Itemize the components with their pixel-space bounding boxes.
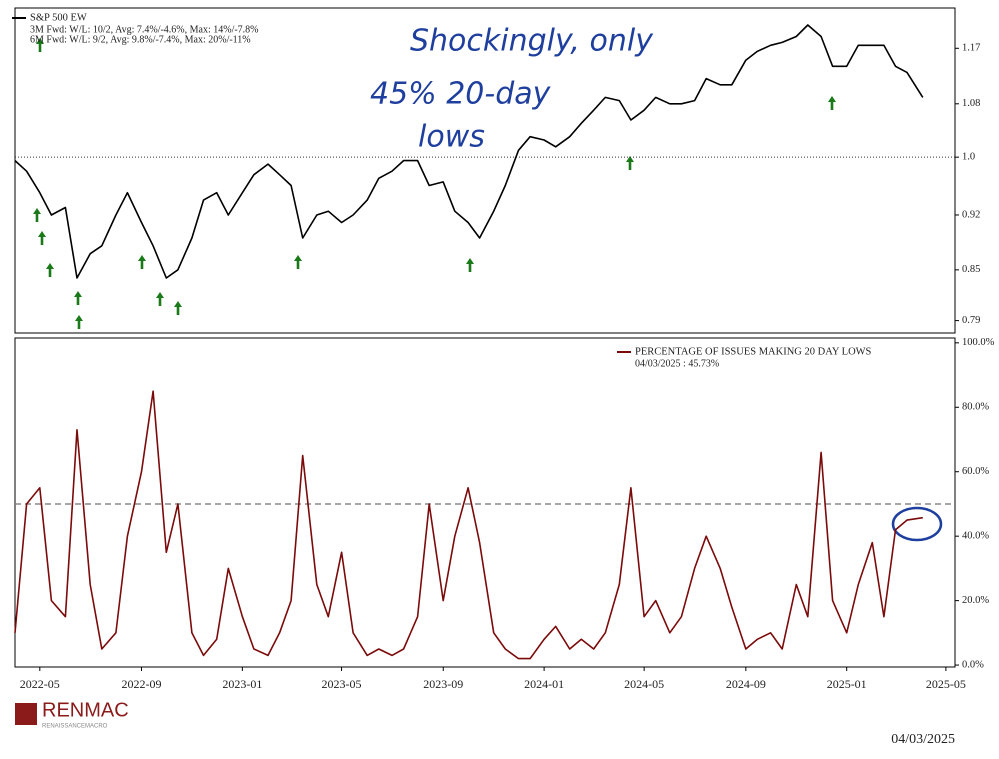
- y-tick-label: 20.0%: [962, 595, 989, 606]
- x-tick-label: 2023-09: [423, 677, 463, 691]
- bottom-frame: [14, 337, 956, 668]
- x-tick-label: 2025-05: [926, 677, 966, 691]
- y-tick-label: 0.0%: [962, 659, 984, 670]
- x-tick-label: 2025-01: [827, 677, 867, 691]
- legend-title: S&P 500 EW: [30, 12, 87, 23]
- x-tick-label: 2023-05: [322, 677, 362, 691]
- y-tick-label: 0.85: [962, 264, 980, 275]
- legend-title: PERCENTAGE OF ISSUES MAKING 20 DAY LOWS: [635, 346, 872, 357]
- top-frame: [14, 7, 956, 334]
- y-tick-label: 80.0%: [962, 402, 989, 413]
- annotation: Shockingly, only: [410, 24, 654, 59]
- highlight-circle: [891, 506, 943, 542]
- brand-sub: RENAISSANCEMACRO: [42, 724, 108, 730]
- x-tick-label: 2024-09: [726, 677, 766, 691]
- series-line: [14, 24, 924, 279]
- x-tick-label: 2022-05: [20, 677, 60, 691]
- y-tick-label: 100.0%: [962, 337, 995, 348]
- annotation: 45% 20-day: [370, 77, 552, 112]
- x-tick-label: 2022-09: [121, 677, 161, 691]
- footer-date: 04/03/2025: [891, 732, 955, 747]
- y-tick-label: 1.17: [962, 43, 980, 54]
- annotation: lows: [418, 120, 485, 155]
- logo-mark: [15, 703, 37, 725]
- y-tick-label: 0.79: [962, 315, 980, 326]
- x-tick-label: 2024-01: [524, 677, 564, 691]
- y-tick-label: 40.0%: [962, 531, 989, 542]
- legend-note: 6M Fwd: W/L: 9/2, Avg: 9.8%/-7.4%, Max: …: [30, 34, 251, 45]
- y-tick-label: 60.0%: [962, 466, 989, 477]
- legend-note: 3M Fwd: W/L: 10/2, Avg: 7.4%/-4.6%, Max:…: [30, 24, 259, 35]
- y-tick-label: 1.0: [962, 152, 975, 163]
- brand: RENMAC: [42, 699, 129, 721]
- y-tick-label: 0.92: [962, 209, 980, 220]
- x-tick-label: 2024-05: [624, 677, 664, 691]
- x-tick-label: 2023-01: [222, 677, 262, 691]
- legend-note: 04/03/2025 : 45.73%: [635, 358, 719, 369]
- series-line: [14, 390, 923, 660]
- y-tick-label: 1.08: [962, 98, 980, 109]
